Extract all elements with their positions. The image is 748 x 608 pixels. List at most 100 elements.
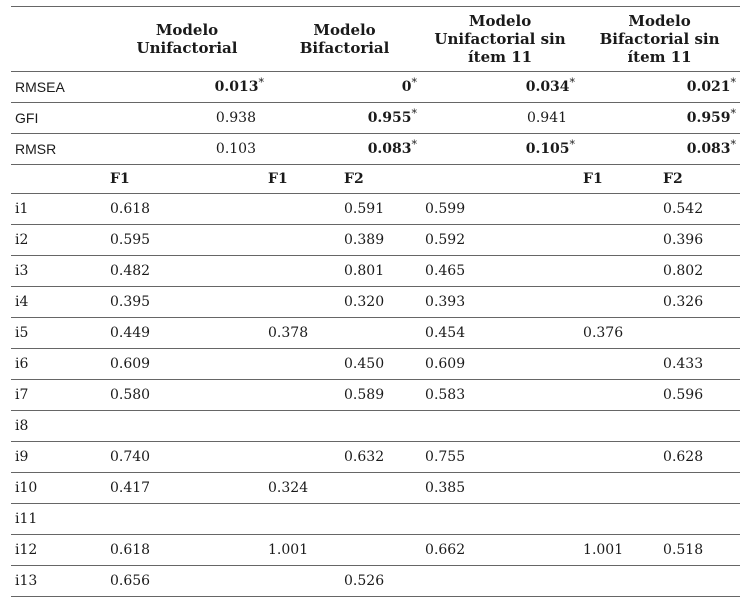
loading-unifactorial-f1: 0.449 (106, 317, 186, 349)
loading-unifactorial-sin-11: 0.662 (421, 534, 502, 566)
loading-bifactorial-sin-11-f1 (579, 379, 660, 411)
loading-bifactorial-sin-11-f2 (659, 317, 741, 349)
empty-cell (186, 379, 269, 411)
subheader-f2-bifactorial: F2 (344, 164, 422, 194)
item-row: i13 0.656 0.526 (11, 565, 741, 597)
loading-bifactorial-f2: 0.801 (344, 255, 422, 287)
item-label: i5 (11, 317, 106, 349)
item-row: i5 0.449 0.378 0.454 0.376 (11, 317, 741, 349)
loading-bifactorial-sin-11-f2: 0.628 (659, 441, 741, 473)
empty-cell (186, 224, 269, 256)
loading-bifactorial-sin-11-f2 (659, 472, 741, 504)
item-row: i7 0.580 0.589 0.583 0.596 (11, 379, 741, 411)
fit-value-m3: 0.105* (421, 133, 580, 165)
fit-value-m2: 0.083* (268, 133, 422, 165)
loading-bifactorial-sin-11-f2: 0.396 (659, 224, 741, 256)
loading-unifactorial-sin-11 (421, 565, 502, 597)
loading-bifactorial-sin-11-f1: 0.376 (579, 317, 660, 349)
fit-value-m1: 0.938 (106, 102, 269, 134)
header-model-unifactorial-sin-11: Modelo Unifactorial sin ítem 11 (421, 6, 580, 72)
header-row: Modelo Unifactorial Modelo Bifactorial M… (11, 6, 741, 72)
empty-cell (501, 472, 580, 504)
item-label: i4 (11, 286, 106, 318)
loading-bifactorial-sin-11-f1 (579, 503, 660, 535)
item-label: i7 (11, 379, 106, 411)
fit-row-rmsr: RMSR 0.103 0.083* 0.105* 0.083* (11, 133, 741, 165)
loading-unifactorial-f1: 0.595 (106, 224, 186, 256)
loading-unifactorial-f1: 0.740 (106, 441, 186, 473)
empty-cell (186, 534, 269, 566)
empty-cell (501, 286, 580, 318)
loading-unifactorial-sin-11: 0.583 (421, 379, 502, 411)
factor-loadings-table: Modelo Unifactorial Modelo Bifactorial M… (11, 6, 741, 597)
item-row: i11 (11, 503, 741, 535)
loading-unifactorial-sin-11: 0.393 (421, 286, 502, 318)
subheader-f1-unifactorial: F1 (106, 164, 186, 194)
empty-cell (501, 503, 580, 535)
loading-bifactorial-f2: 0.320 (344, 286, 422, 318)
loading-unifactorial-sin-11: 0.465 (421, 255, 502, 287)
item-label: i3 (11, 255, 106, 287)
empty-cell (501, 441, 580, 473)
item-label: i10 (11, 472, 106, 504)
loading-unifactorial-sin-11: 0.592 (421, 224, 502, 256)
item-row: i9 0.740 0.632 0.755 0.628 (11, 441, 741, 473)
item-row: i6 0.609 0.450 0.609 0.433 (11, 348, 741, 380)
empty-cell (501, 565, 580, 597)
empty-cell (186, 565, 269, 597)
item-row: i10 0.417 0.324 0.385 (11, 472, 741, 504)
loading-bifactorial-f1 (268, 255, 345, 287)
item-label: i12 (11, 534, 106, 566)
fit-value-m1: 0.013* (106, 71, 269, 103)
item-row: i3 0.482 0.801 0.465 0.802 (11, 255, 741, 287)
fit-label: RMSEA (11, 71, 106, 103)
empty-cell (186, 193, 269, 225)
empty-cell (501, 224, 580, 256)
loading-unifactorial-sin-11: 0.385 (421, 472, 502, 504)
loading-bifactorial-sin-11-f2: 0.542 (659, 193, 741, 225)
loading-unifactorial-sin-11: 0.454 (421, 317, 502, 349)
loading-unifactorial-f1: 0.618 (106, 534, 186, 566)
fit-value-m3: 0.034* (421, 71, 580, 103)
subheader-empty (501, 164, 580, 194)
subheader-empty (186, 164, 269, 194)
loading-bifactorial-sin-11-f1: 1.001 (579, 534, 660, 566)
item-label: i1 (11, 193, 106, 225)
loading-bifactorial-f2: 0.591 (344, 193, 422, 225)
loading-bifactorial-sin-11-f1 (579, 410, 660, 442)
loading-unifactorial-f1: 0.656 (106, 565, 186, 597)
fit-value-m4: 0.959* (579, 102, 741, 134)
loading-bifactorial-sin-11-f1 (579, 255, 660, 287)
item-label: i6 (11, 348, 106, 380)
loading-bifactorial-f2 (344, 410, 422, 442)
loading-bifactorial-sin-11-f1 (579, 472, 660, 504)
empty-cell (186, 441, 269, 473)
empty-cell (501, 379, 580, 411)
empty-cell (501, 255, 580, 287)
loading-bifactorial-f1 (268, 410, 345, 442)
loading-bifactorial-f2 (344, 503, 422, 535)
subheader-empty (421, 164, 502, 194)
fit-value-m2: 0* (268, 71, 422, 103)
loading-unifactorial-f1: 0.618 (106, 193, 186, 225)
loading-unifactorial-f1: 0.417 (106, 472, 186, 504)
loading-bifactorial-sin-11-f2: 0.596 (659, 379, 741, 411)
loading-bifactorial-sin-11-f1 (579, 193, 660, 225)
item-row: i4 0.395 0.320 0.393 0.326 (11, 286, 741, 318)
empty-cell (186, 348, 269, 380)
item-label: i13 (11, 565, 106, 597)
loading-bifactorial-f1: 1.001 (268, 534, 345, 566)
loading-unifactorial-f1 (106, 410, 186, 442)
empty-cell (186, 286, 269, 318)
fit-row-rmsea: RMSEA 0.013* 0* 0.034* 0.021* (11, 71, 741, 103)
empty-cell (186, 317, 269, 349)
loading-bifactorial-f2: 0.450 (344, 348, 422, 380)
loading-bifactorial-sin-11-f1 (579, 441, 660, 473)
loading-unifactorial-sin-11: 0.755 (421, 441, 502, 473)
loading-bifactorial-f1 (268, 224, 345, 256)
loading-unifactorial-sin-11: 0.609 (421, 348, 502, 380)
fit-value-m4: 0.083* (579, 133, 741, 165)
empty-cell (186, 503, 269, 535)
loading-bifactorial-f1: 0.378 (268, 317, 345, 349)
